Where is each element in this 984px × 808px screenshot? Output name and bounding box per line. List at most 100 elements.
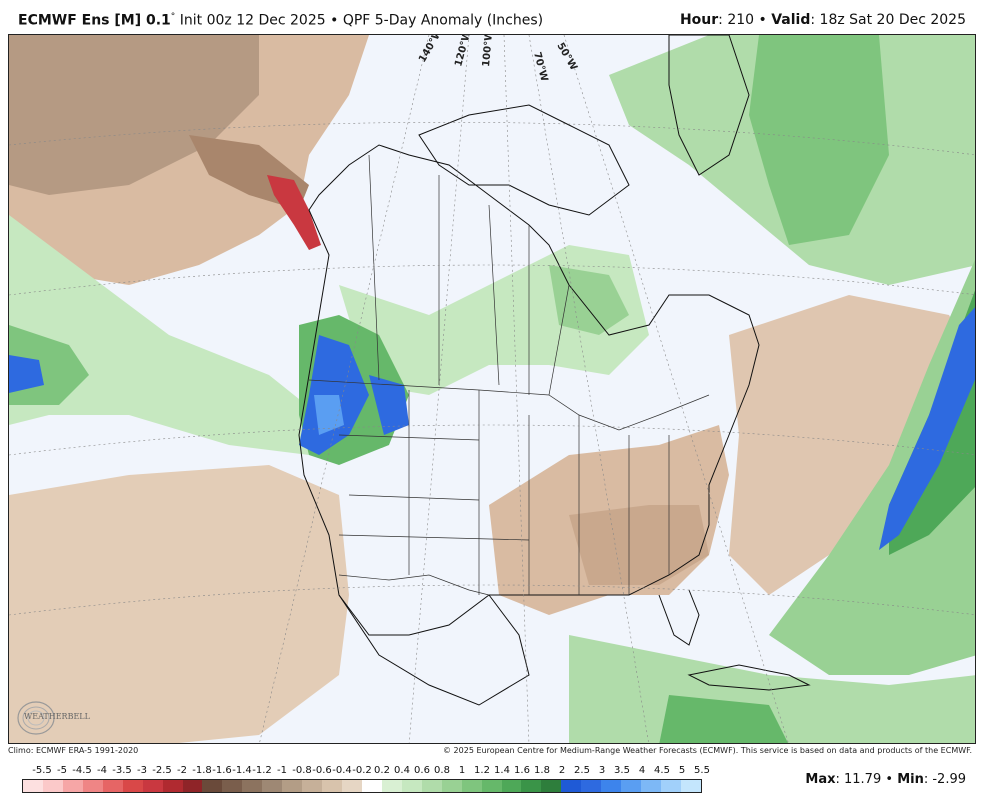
colorbar-swatch — [680, 780, 701, 792]
colorbar-tick-label: 5 — [678, 765, 686, 776]
logo-swirl-icon — [17, 701, 55, 735]
dry-anomaly-areas — [9, 35, 975, 743]
colorbar-swatch — [42, 780, 63, 792]
colorbar-tick-label: -0.2 — [352, 765, 372, 776]
min-label: Min — [897, 772, 924, 787]
colorbar-swatch — [82, 780, 103, 792]
colorbar-tick-label: 1.8 — [534, 765, 550, 776]
map-canvas: 140°W 120°W 100°W 70°W 50°W — [9, 35, 975, 743]
colorbar-tick-label: -3 — [137, 765, 147, 776]
colorbar-swatch — [62, 780, 83, 792]
max-min-readout: Max: 11.79 • Min: -2.99 — [805, 772, 966, 787]
map-header: ECMWF Ens [M] 0.1° Init 00z 12 Dec 2025 … — [0, 0, 984, 34]
colorbar-tick-label: -2.5 — [152, 765, 172, 776]
colorbar-swatch — [222, 780, 243, 792]
colorbar-swatch — [421, 780, 442, 792]
colorbar-labels: -5.5 -5 -4.5 -4 -3.5 -3 -2.5 -2 -1.8 -1.6 -1.4 -1.2… — [22, 765, 710, 777]
max-label: Max — [805, 772, 836, 787]
colorbar-tick-label: -5.5 — [32, 765, 52, 776]
colorbar-swatch — [242, 780, 263, 792]
wet-atlantic-band — [769, 259, 975, 675]
colorbar-swatch — [661, 780, 681, 792]
colorbar-swatch — [641, 780, 661, 792]
heavy-pacific-northwest-core — [314, 395, 344, 435]
map-title: ECMWF Ens [M] 0.1° Init 00z 12 Dec 2025 … — [18, 12, 543, 29]
hour-value: : 210 — [718, 12, 755, 28]
title-separator: • — [330, 12, 339, 29]
colorbar-tick-label: 3 — [598, 765, 606, 776]
colorbar-swatch — [322, 780, 342, 792]
us-state-lines — [338, 390, 670, 595]
colorbar-swatch — [162, 780, 183, 792]
hour-label: Hour — [679, 12, 719, 28]
colorbar-tick-label: -4.5 — [72, 765, 92, 776]
colorbar-tick-label: -1.2 — [252, 765, 272, 776]
heavy-wet-areas — [9, 307, 975, 550]
colorbar-swatch — [102, 780, 123, 792]
mexico-outline — [338, 594, 530, 706]
colorbar-tick-label: 1 — [458, 765, 466, 776]
colorbar-swatch — [561, 780, 582, 792]
colorbar-tick-label: -1 — [277, 765, 287, 776]
copyright-credit: © 2025 European Centre for Medium-Range … — [443, 746, 972, 755]
dry-southwest — [9, 465, 349, 743]
colorbar-swatch — [142, 780, 163, 792]
model-name: ECMWF Ens [M] 0.1 — [18, 12, 171, 29]
colorbar-tick-label: -5 — [57, 765, 67, 776]
colorbar-swatch — [182, 780, 203, 792]
degree-symbol: ° — [170, 12, 176, 22]
colorbar-swatch — [541, 780, 562, 792]
colorbar-tick-label: 0.2 — [374, 765, 390, 776]
colorbar-tick-label: 1.4 — [494, 765, 510, 776]
colorbar-swatch — [441, 780, 462, 792]
colorbar-swatch — [501, 780, 522, 792]
max-value: : 11.79 — [835, 772, 882, 787]
colorbar-tick-label: 5.5 — [694, 765, 710, 776]
colorbar-tick-label: -4 — [97, 765, 107, 776]
logo-text: WEATHERBELL — [24, 712, 90, 721]
wet-caribbean-core — [659, 695, 788, 743]
heavy-pacific-west — [9, 355, 44, 393]
colorbar-tick-label: 0.4 — [394, 765, 410, 776]
colorbar-tick-label: -3.5 — [112, 765, 132, 776]
colorbar-tick-label: 3.5 — [614, 765, 630, 776]
colorbar-tick-label: -1.6 — [212, 765, 232, 776]
colorbar-tick-label: 1.2 — [474, 765, 490, 776]
lon-label-100w: 100°W — [481, 35, 495, 67]
wet-pacific-band — [9, 215, 319, 455]
valid-time-block: Hour: 210 • Valid: 18z Sat 20 Dec 2025 — [680, 12, 966, 28]
dry-atlantic — [729, 295, 975, 595]
colorbar-swatch — [342, 780, 362, 792]
colorbar-tick-label: -1.8 — [192, 765, 212, 776]
colorbar-tick-label: 2.5 — [574, 765, 590, 776]
colorbar-swatch — [361, 780, 382, 792]
colorbar-swatch — [262, 780, 283, 792]
valid-label: Valid — [771, 12, 811, 28]
dry-southeast-core — [569, 505, 709, 585]
colorbar-swatch — [302, 780, 323, 792]
lon-label-140w: 140°W — [417, 35, 445, 65]
colorbar-tick-label: 4.5 — [654, 765, 670, 776]
colorbar-swatch — [621, 780, 642, 792]
colorbar-tick-label: -0.8 — [292, 765, 312, 776]
colorbar-swatch — [461, 780, 482, 792]
north-america-coast — [298, 144, 760, 636]
product-name: QPF 5-Day Anomaly (Inches) — [342, 12, 544, 29]
colorbar-swatch — [581, 780, 602, 792]
wet-hudson-bay — [549, 265, 629, 335]
colorbar-swatch — [202, 780, 223, 792]
anomaly-map: 140°W 120°W 100°W 70°W 50°W — [8, 34, 976, 744]
extreme-alaska-panhandle — [267, 175, 321, 250]
valid-separator: • — [758, 12, 767, 28]
wet-greenland-core — [749, 35, 889, 245]
colorbar-tick-label: -1.4 — [232, 765, 252, 776]
colorbar-tick-label: 2 — [558, 765, 566, 776]
lon-label-50w: 50°W — [554, 41, 579, 72]
heavy-atlantic — [879, 307, 975, 550]
political-borders — [308, 154, 710, 596]
lon-label-70w: 70°W — [531, 51, 549, 83]
graticule-lines — [9, 35, 975, 743]
florida-outline — [658, 589, 700, 646]
cuba-outline — [687, 664, 811, 691]
graticule — [9, 35, 975, 743]
